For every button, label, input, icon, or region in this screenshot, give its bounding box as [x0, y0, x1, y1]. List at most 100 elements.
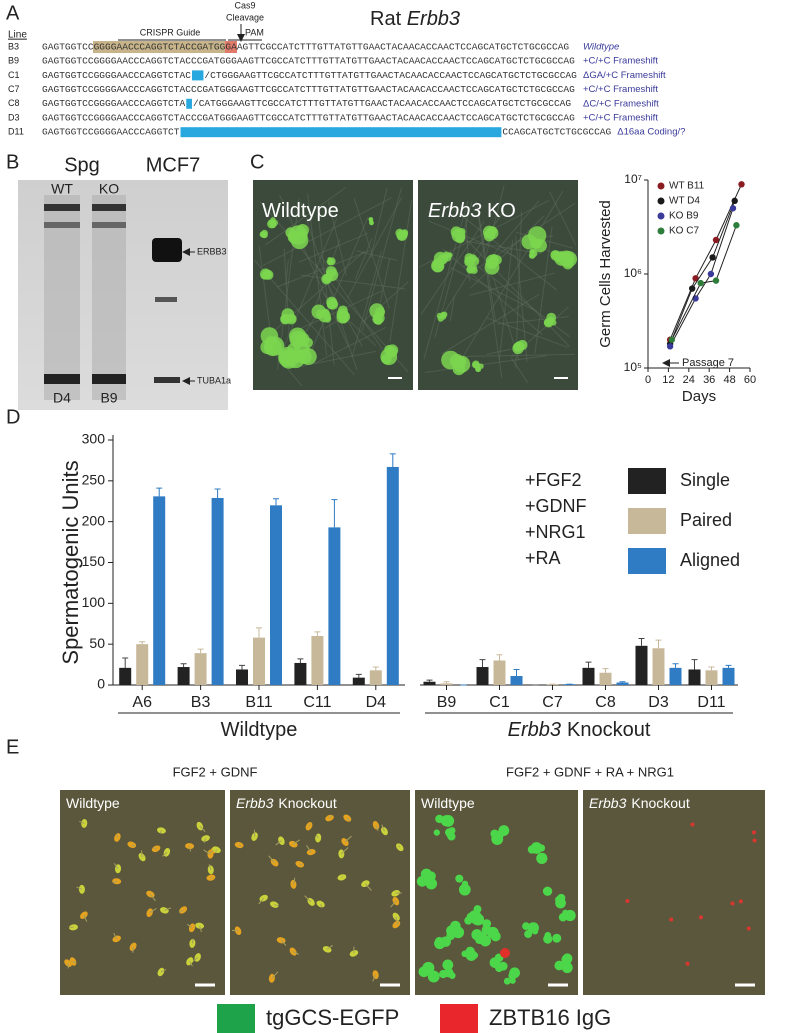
fibroblast	[515, 211, 523, 368]
cell	[751, 830, 756, 835]
cell-cluster	[425, 877, 438, 890]
cell	[669, 917, 674, 922]
error-bar	[180, 663, 187, 668]
x-tick-label: A6	[132, 694, 152, 711]
image-label-gene: Erbb3	[428, 200, 481, 222]
cell-colony	[368, 217, 373, 221]
cell-cluster	[435, 814, 444, 824]
cas9-label: Cas9	[234, 0, 255, 10]
clone-label: B9	[100, 390, 117, 406]
x-tick-label: 36	[703, 374, 715, 386]
cell-colony	[326, 300, 336, 310]
cell-cluster	[455, 874, 464, 883]
bar	[369, 670, 382, 685]
cell-colony	[471, 360, 480, 369]
fibroblast	[265, 187, 346, 246]
cell-process	[83, 914, 88, 922]
x-tick-label: D11	[697, 694, 725, 711]
cell-cluster	[434, 937, 446, 950]
band	[44, 374, 80, 384]
series-line	[669, 208, 734, 347]
fibroblast	[475, 201, 503, 379]
bar	[294, 662, 307, 685]
band-label: TUBA1a	[197, 375, 231, 385]
cell-cluster	[452, 926, 465, 939]
fibroblast	[534, 226, 553, 354]
bar	[153, 496, 166, 685]
data-point	[712, 277, 720, 284]
cell-colony	[280, 314, 291, 325]
error-bar	[426, 679, 433, 682]
guide-label: CRISPR Guide	[140, 27, 201, 37]
error-bar	[479, 659, 486, 668]
cell-process	[390, 900, 397, 908]
band	[155, 297, 177, 302]
cell-process	[292, 877, 296, 885]
image-label: Wildtype	[66, 795, 120, 811]
cell-cluster	[508, 971, 517, 980]
x-axis-label: Days	[682, 388, 716, 405]
fibroblast	[457, 239, 542, 255]
y-tick-label: 250	[82, 472, 106, 488]
error-bar	[256, 627, 262, 638]
panel-e: E FGF2 + GDNF FGF2 + GDNF + RA + NRG1 Wi…	[6, 736, 765, 995]
cell-cluster	[416, 876, 428, 887]
legend-label: KO B9	[669, 211, 699, 222]
cell-process	[79, 820, 85, 824]
cell-process	[398, 845, 401, 848]
image-label-part: Erbb3	[236, 795, 274, 811]
cell-process	[150, 893, 156, 902]
group-label: Wildtype	[221, 719, 298, 741]
cell-process	[326, 944, 333, 950]
group-label-part: Erbb3	[508, 719, 561, 741]
fibroblast	[468, 272, 556, 296]
cell-colony	[451, 228, 466, 243]
cell-colony	[436, 312, 443, 319]
fibroblast	[423, 200, 469, 360]
panel-c: C Wildtype Erbb3 KO	[250, 151, 578, 390]
pam-label: PAM	[245, 27, 264, 37]
cell-cluster	[498, 961, 508, 971]
cell-colony	[278, 349, 296, 367]
fibroblast	[279, 194, 350, 348]
image-label-part: Erbb3	[589, 795, 627, 811]
cell-colony	[561, 251, 578, 268]
data-point	[666, 343, 674, 350]
line-id: D3	[8, 112, 20, 122]
image-label-part: Wildtype	[66, 795, 120, 811]
bar	[688, 669, 701, 685]
cell	[730, 901, 735, 906]
y-tick-label: 10⁷	[624, 172, 642, 186]
line-id: C1	[8, 70, 20, 80]
x-tick-label: 24	[683, 374, 695, 386]
cell-process	[292, 839, 300, 845]
error-bar	[619, 681, 626, 683]
legend-marker	[657, 227, 665, 235]
band	[44, 204, 80, 211]
clone-label: D4	[53, 390, 71, 406]
fibroblast	[298, 232, 369, 263]
fibroblast	[361, 187, 403, 331]
x-tick-label: 0	[645, 374, 651, 386]
genotype-note: ΔGA/+C Frameshift	[583, 70, 666, 81]
bar	[386, 466, 399, 685]
data-point	[712, 236, 720, 244]
cell-process	[191, 938, 194, 944]
x-tick-label: 48	[723, 374, 735, 386]
cell-process	[208, 864, 212, 870]
cell	[698, 915, 703, 920]
bar	[253, 637, 265, 685]
bar	[635, 645, 648, 685]
sequence: GAGTGGTCCGGGGAACCCAGGTCTACCCGATGGGAAGTTC…	[42, 113, 575, 123]
genotype-note: +C/+C Frameshift	[583, 56, 658, 67]
title-text: Rat	[370, 8, 402, 30]
legend-swatch	[440, 1004, 478, 1033]
fibroblast	[361, 281, 409, 324]
cell-process	[149, 907, 157, 914]
group-label-part: Knockout	[567, 719, 651, 741]
cell-colony	[262, 233, 268, 238]
error-bar	[355, 673, 362, 678]
condition-label: +NRG1	[525, 522, 586, 542]
cell-process	[160, 968, 167, 973]
fibroblast	[511, 357, 529, 384]
